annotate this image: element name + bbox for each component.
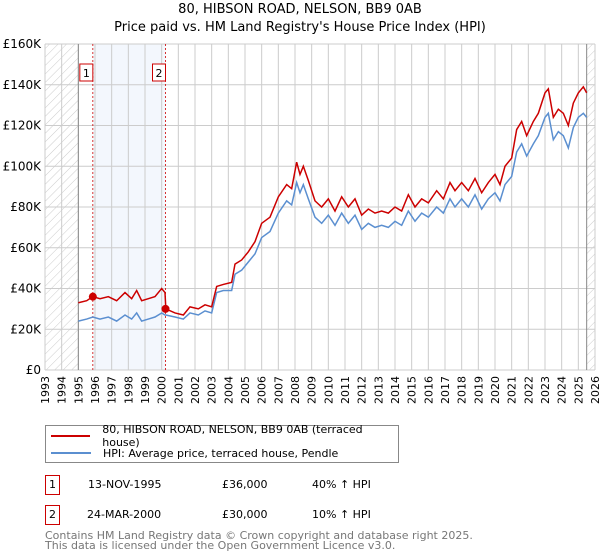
y-tick-label: £60K: [10, 241, 42, 255]
hpi-line: [78, 111, 588, 322]
x-tick-label: 2022: [522, 376, 535, 404]
x-tick-label: 2012: [356, 376, 369, 404]
price-chart: 1993 1994 1995 1996 1997 1998 1999 2000 2001 2002…: [3, 37, 600, 404]
x-tick-label: 2002: [189, 376, 202, 404]
legend-label: 80, HIBSON ROAD, NELSON, BB9 0AB (terrac…: [102, 423, 363, 449]
x-tick-label: 1996: [89, 376, 102, 404]
sale-label-box: [152, 63, 166, 82]
legend-item-hpi: HPI: Average price, terraced house, Pend…: [46, 445, 338, 461]
footer-line: This data is licensed under the Open Gov…: [45, 539, 396, 552]
y-tick-label: £140K: [3, 78, 43, 92]
x-tick-label: 2005: [239, 376, 252, 404]
hpi-delta: 10% ↑ HPI: [312, 508, 371, 521]
y-tick-label: £40K: [10, 282, 42, 296]
sale-label: 2: [156, 67, 163, 80]
x-tick-label: 2003: [206, 376, 219, 404]
x-tick-label: 2018: [456, 376, 469, 404]
x-tick-label: 2020: [489, 376, 502, 404]
y-tick-label: £100K: [3, 159, 43, 173]
x-tick-label: 2023: [539, 376, 552, 404]
x-tick-label: 1995: [72, 376, 85, 404]
price: £30,000: [222, 508, 268, 521]
y-tick-label: £20K: [10, 322, 42, 336]
x-tick-label: 2008: [289, 376, 302, 404]
chart-subtitle: Price paid vs. HM Land Registry's House …: [114, 20, 486, 35]
x-tick-label: 2025: [572, 376, 585, 404]
y-tick-label: £120K: [3, 119, 43, 133]
chart-title: 80, HIBSON ROAD, NELSON, BB9 0AB: [178, 2, 422, 17]
footer-line: Contains HM Land Registry data © Crown c…: [45, 529, 473, 542]
legend-item-property: 80, HIBSON ROAD, NELSON, BB9 0AB (terrac…: [46, 423, 398, 449]
price: £36,000: [222, 478, 268, 491]
sale-point: [161, 304, 170, 313]
x-tick-label: 2021: [506, 376, 519, 404]
x-tick-label: 2007: [272, 376, 285, 404]
property-price-line: [78, 85, 588, 316]
y-tick-label: £80K: [10, 200, 42, 214]
x-tick-label: 2014: [389, 376, 402, 404]
marker-badge: 2: [45, 505, 60, 525]
x-tick-label: 1997: [106, 376, 119, 404]
sale-point: [88, 292, 97, 301]
hpi-delta: 40% ↑ HPI: [312, 478, 371, 491]
x-tick-label: 2015: [406, 376, 419, 404]
y-tick-label: £0: [26, 363, 41, 377]
transaction-row: 1 13-NOV-1995 £36,000 40% ↑ HPI: [45, 475, 545, 495]
sale-label: 1: [83, 67, 90, 80]
transaction-row: 2 24-MAR-2000 £30,000 10% ↑ HPI: [45, 505, 545, 525]
x-tick-label: 2001: [172, 376, 185, 404]
legend-label: HPI: Average price, terraced house, Pend…: [103, 446, 339, 460]
date: 13-NOV-1995: [88, 478, 162, 491]
x-tick-label: 2016: [422, 376, 435, 404]
red-line-swatch: [51, 435, 91, 437]
x-tick-label: 2024: [556, 376, 569, 404]
x-tick-label: 2009: [306, 376, 319, 404]
x-tick-label: 2017: [439, 376, 452, 404]
marker-badge: 1: [45, 475, 60, 495]
x-tick-label: 1994: [56, 376, 69, 404]
sale-label-box: [79, 63, 94, 82]
x-tick-label: 2026: [589, 376, 600, 404]
x-tick-label: 2010: [322, 376, 335, 404]
x-tick-label: 1999: [139, 376, 152, 404]
date: 24-MAR-2000: [87, 508, 162, 521]
x-tick-label: 1993: [39, 376, 52, 404]
x-tick-label: 2019: [472, 376, 485, 404]
footer: Contains HM Land Registry data © Crown c…: [45, 529, 473, 552]
x-tick-label: 2000: [156, 376, 169, 404]
x-tick-label: 2011: [339, 376, 352, 404]
legend: 80, HIBSON ROAD, NELSON, BB9 0AB (terrac…: [45, 423, 399, 463]
x-tick-label: 2004: [222, 376, 235, 404]
y-tick-label: £160K: [3, 37, 43, 51]
x-tick-label: 2013: [372, 376, 385, 404]
blue-line-swatch: [51, 452, 91, 454]
x-tick-label: 2006: [256, 376, 269, 404]
x-tick-label: 1998: [122, 376, 135, 404]
